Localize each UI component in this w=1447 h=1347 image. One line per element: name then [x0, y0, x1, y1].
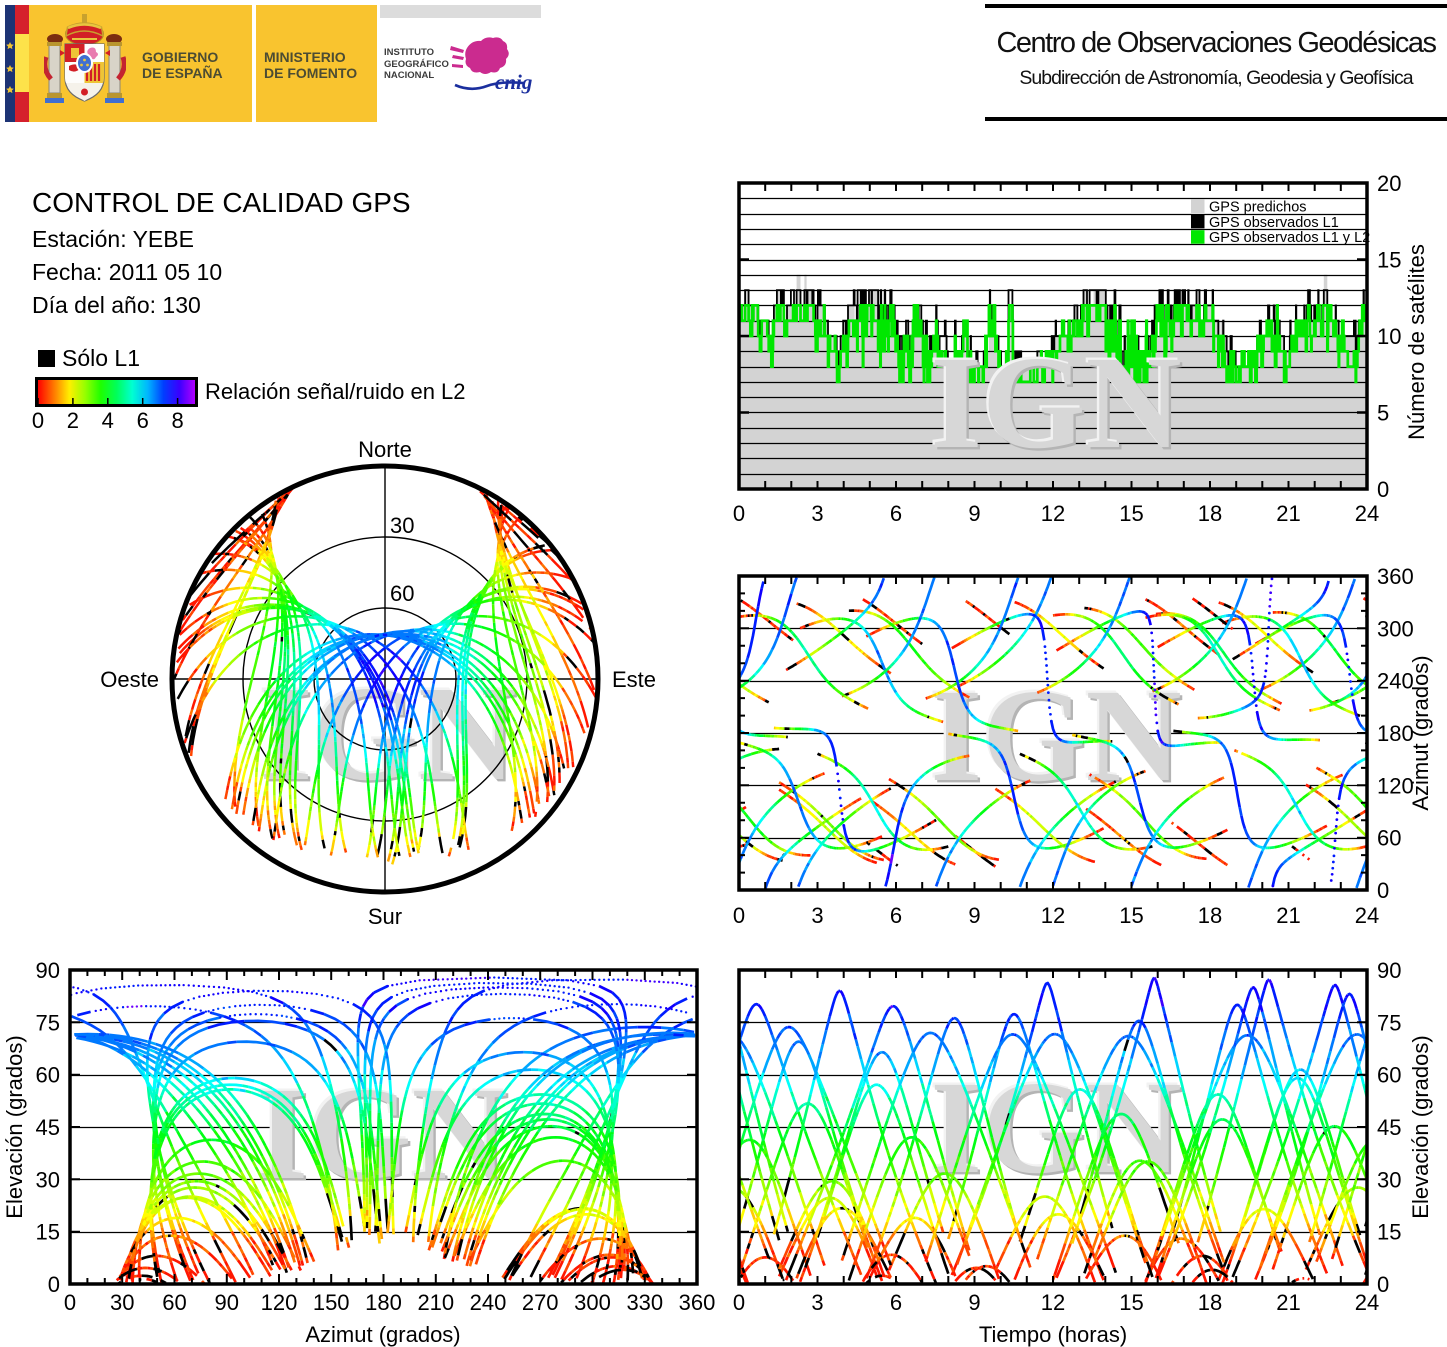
svg-text:360: 360	[679, 1290, 716, 1315]
svg-text:Sur: Sur	[368, 904, 402, 929]
svg-text:IGN: IGN	[930, 328, 1181, 476]
svg-text:45: 45	[1377, 1115, 1401, 1140]
svg-text:360: 360	[1377, 564, 1414, 589]
svg-text:24: 24	[1355, 1290, 1379, 1315]
svg-text:60: 60	[390, 581, 414, 606]
svg-text:150: 150	[313, 1290, 350, 1315]
svg-text:Relación señal/ruido en L2: Relación señal/ruido en L2	[205, 379, 466, 404]
svg-text:6: 6	[137, 408, 149, 433]
svg-text:Estación: YEBE: Estación: YEBE	[32, 226, 194, 252]
svg-text:18: 18	[1198, 1290, 1222, 1315]
svg-text:21: 21	[1276, 1290, 1300, 1315]
svg-text:15: 15	[1377, 1220, 1401, 1245]
svg-text:15: 15	[1119, 1290, 1143, 1315]
svg-text:Norte: Norte	[358, 437, 412, 462]
svg-text:300: 300	[574, 1290, 611, 1315]
svg-text:300: 300	[1377, 616, 1414, 641]
svg-text:60: 60	[162, 1290, 186, 1315]
svg-text:9: 9	[968, 501, 980, 526]
svg-text:270: 270	[522, 1290, 559, 1315]
svg-text:24: 24	[1355, 501, 1379, 526]
svg-text:0: 0	[48, 1272, 60, 1297]
svg-text:Azimut (grados): Azimut (grados)	[1408, 655, 1433, 810]
svg-text:240: 240	[1377, 669, 1414, 694]
svg-text:18: 18	[1198, 501, 1222, 526]
svg-text:30: 30	[110, 1290, 134, 1315]
svg-text:210: 210	[417, 1290, 454, 1315]
svg-text:60: 60	[1377, 1063, 1401, 1088]
svg-text:0: 0	[1377, 878, 1389, 903]
svg-text:30: 30	[1377, 1167, 1401, 1192]
svg-text:Oeste: Oeste	[100, 667, 159, 692]
svg-text:Fecha: 2011 05 10: Fecha: 2011 05 10	[32, 259, 222, 285]
svg-text:120: 120	[1377, 773, 1414, 798]
svg-text:15: 15	[36, 1220, 60, 1245]
svg-text:45: 45	[36, 1115, 60, 1140]
svg-text:30: 30	[390, 513, 414, 538]
svg-text:2: 2	[67, 408, 79, 433]
svg-text:30: 30	[36, 1167, 60, 1192]
svg-text:CONTROL DE CALIDAD GPS: CONTROL DE CALIDAD GPS	[32, 187, 411, 218]
svg-text:6: 6	[890, 501, 902, 526]
svg-text:0: 0	[1377, 477, 1389, 502]
svg-text:330: 330	[626, 1290, 663, 1315]
svg-text:0: 0	[1377, 1272, 1389, 1297]
svg-text:0: 0	[733, 903, 745, 928]
svg-text:6: 6	[890, 1290, 902, 1315]
svg-text:GPS predichos: GPS predichos	[1209, 199, 1307, 215]
svg-text:3: 3	[811, 903, 823, 928]
svg-text:4: 4	[102, 408, 114, 433]
svg-text:IGN: IGN	[933, 330, 1184, 478]
svg-text:GPS observados L1: GPS observados L1	[1209, 215, 1339, 231]
svg-text:0: 0	[733, 501, 745, 526]
svg-text:180: 180	[365, 1290, 402, 1315]
svg-text:5: 5	[1377, 401, 1389, 426]
svg-text:15: 15	[1119, 903, 1143, 928]
svg-text:Sólo L1: Sólo L1	[62, 345, 140, 371]
svg-text:0: 0	[733, 1290, 745, 1315]
svg-text:15: 15	[1119, 501, 1143, 526]
svg-text:3: 3	[811, 1290, 823, 1315]
svg-text:0: 0	[64, 1290, 76, 1315]
svg-text:Elevación (grados): Elevación (grados)	[2, 1035, 27, 1218]
svg-text:IGN: IGN	[933, 1055, 1184, 1203]
svg-text:90: 90	[36, 958, 60, 983]
svg-text:60: 60	[1377, 826, 1401, 851]
svg-text:75: 75	[1377, 1010, 1401, 1035]
svg-text:21: 21	[1276, 501, 1300, 526]
svg-text:12: 12	[1041, 501, 1065, 526]
svg-text:6: 6	[890, 903, 902, 928]
svg-text:90: 90	[215, 1290, 239, 1315]
svg-text:120: 120	[261, 1290, 298, 1315]
svg-text:Este: Este	[612, 667, 656, 692]
svg-text:3: 3	[811, 501, 823, 526]
svg-text:15: 15	[1377, 248, 1401, 273]
svg-text:8: 8	[171, 408, 183, 433]
svg-text:60: 60	[36, 1063, 60, 1088]
svg-text:cnig: cnig	[495, 70, 532, 94]
svg-text:12: 12	[1041, 903, 1065, 928]
svg-text:20: 20	[1377, 171, 1401, 196]
svg-text:24: 24	[1355, 903, 1379, 928]
svg-text:9: 9	[968, 1290, 980, 1315]
svg-text:Azimut (grados): Azimut (grados)	[305, 1322, 460, 1347]
svg-text:0: 0	[32, 408, 44, 433]
svg-text:Tiempo (horas): Tiempo (horas)	[979, 1322, 1127, 1347]
svg-text:75: 75	[36, 1010, 60, 1035]
svg-text:21: 21	[1276, 903, 1300, 928]
svg-text:180: 180	[1377, 721, 1414, 746]
svg-text:Día del año: 130: Día del año: 130	[32, 292, 201, 318]
svg-text:GPS observados L1 y L2: GPS observados L1 y L2	[1209, 230, 1370, 246]
svg-text:240: 240	[470, 1290, 507, 1315]
svg-text:10: 10	[1377, 324, 1401, 349]
svg-text:IGN: IGN	[928, 326, 1179, 474]
svg-text:Elevación (grados): Elevación (grados)	[1408, 1035, 1433, 1218]
svg-text:90: 90	[1377, 958, 1401, 983]
svg-text:18: 18	[1198, 903, 1222, 928]
svg-text:12: 12	[1041, 1290, 1065, 1315]
svg-text:9: 9	[968, 903, 980, 928]
svg-text:Número de satélites: Número de satélites	[1404, 244, 1429, 440]
